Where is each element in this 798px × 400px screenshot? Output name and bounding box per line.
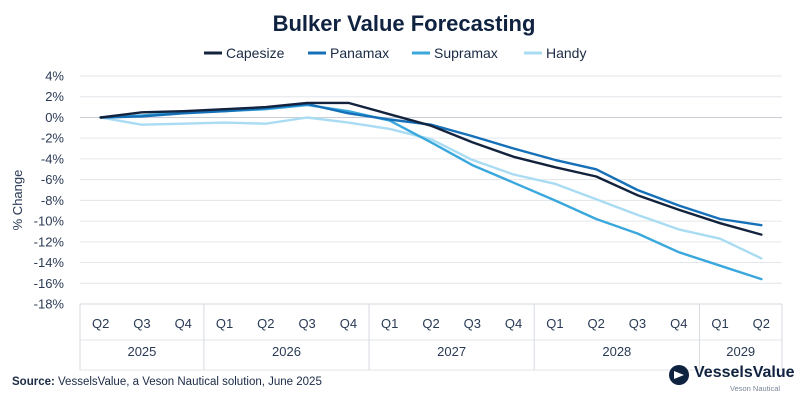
legend-item-handy: Handy — [524, 45, 586, 61]
x-tick-label: Q1 — [546, 316, 563, 331]
x-tick-label: Q1 — [381, 316, 398, 331]
y-tick-label: -8% — [41, 193, 65, 208]
grid — [80, 75, 782, 305]
logo-subtitle: Veson Nautical — [730, 384, 781, 393]
x-tick-label: Q4 — [175, 316, 192, 331]
x-tick-label: Q2 — [257, 316, 274, 331]
x-tick-label: Q2 — [753, 316, 770, 331]
series-line-handy — [99, 116, 763, 260]
x-tick-label: Q2 — [422, 316, 439, 331]
year-label: 2029 — [726, 344, 755, 359]
legend-label: Capesize — [226, 45, 285, 61]
x-tick-label: Q2 — [588, 316, 605, 331]
x-tick-label: Q4 — [670, 316, 687, 331]
legend-label: Supramax — [434, 45, 498, 61]
y-axis-label: % Change — [10, 170, 25, 231]
y-tick-label: 4% — [45, 69, 64, 84]
year-label: 2028 — [602, 344, 631, 359]
y-tick-label: -14% — [34, 255, 65, 270]
y-tick-label: 2% — [45, 89, 64, 104]
y-tick-label: -10% — [34, 214, 65, 229]
series-lines — [99, 101, 763, 281]
legend-item-capesize: Capesize — [204, 45, 285, 61]
logo-name: VesselsValue — [694, 364, 795, 381]
legend-label: Panamax — [330, 45, 389, 61]
x-axis: Q2 Q3 Q4 Q1 Q2 Q3 Q4 Q1 Q2 Q3 Q4 Q1 Q2 Q3 Q4 Q1 Q2 2025 20… — [79, 303, 783, 371]
x-tick-label: Q4 — [505, 316, 522, 331]
series-line-supramax — [99, 103, 763, 281]
legend-item-panamax: Panamax — [308, 45, 389, 61]
y-tick-label: -18% — [34, 297, 65, 312]
source-note: Source: VesselsValue, a Veson Nautical s… — [12, 376, 322, 388]
legend-item-supramax: Supramax — [412, 45, 498, 61]
x-tick-label: Q3 — [629, 316, 646, 331]
y-tick-label: -16% — [34, 276, 65, 291]
year-label: 2027 — [437, 344, 466, 359]
year-label: 2025 — [127, 344, 156, 359]
source-text: VesselsValue, a Veson Nautical solution,… — [54, 376, 322, 388]
legend: Capesize Panamax Supramax Handy — [204, 45, 586, 61]
y-tick-label: -12% — [34, 234, 65, 249]
x-tick-label: Q3 — [298, 316, 315, 331]
year-label: 2026 — [272, 344, 301, 359]
x-tick-label: Q1 — [711, 316, 728, 331]
source-label: Source: — [12, 376, 55, 388]
y-tick-label: 0% — [45, 110, 64, 125]
x-tick-label: Q3 — [464, 316, 481, 331]
chart-title: Bulker Value Forecasting — [273, 11, 536, 36]
x-tick-label: Q1 — [216, 316, 233, 331]
legend-label: Handy — [546, 45, 586, 61]
x-tick-label: Q4 — [340, 316, 357, 331]
y-axis: 4% 2% 0% -2% -4% -6% -8% -10% -12% -14% -16% -18% — [34, 69, 65, 312]
series-line-capesize — [99, 101, 763, 236]
logo: VesselsValue Veson Nautical — [668, 362, 795, 396]
y-tick-label: -6% — [41, 172, 65, 187]
x-tick-label: Q3 — [133, 316, 150, 331]
vesselsvalue-logo-icon — [669, 365, 689, 385]
x-tick-label: Q2 — [92, 316, 109, 331]
y-tick-label: -4% — [41, 151, 65, 166]
y-tick-label: -2% — [41, 131, 65, 146]
